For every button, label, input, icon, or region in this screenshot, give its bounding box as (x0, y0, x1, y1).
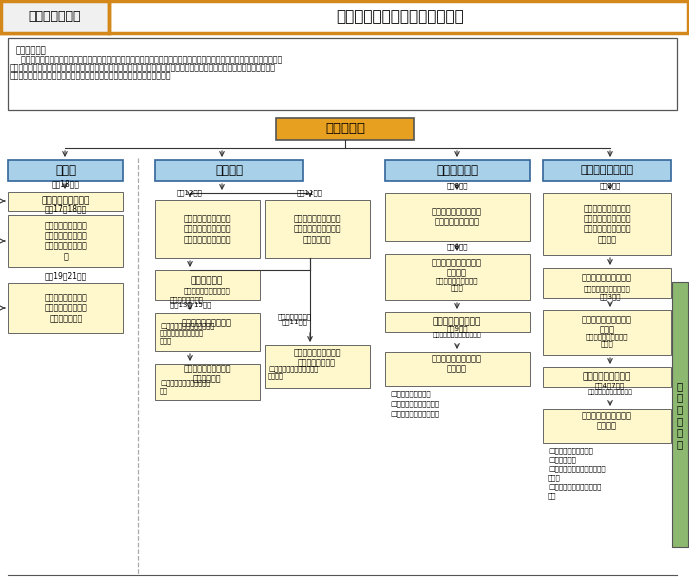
Text: 防災営農施設整備計画
等の作成: 防災営農施設整備計画 等の作成 (432, 258, 482, 278)
Text: （内閣総理大臣が指定）: （内閣総理大臣が指定） (584, 286, 630, 292)
Text: 体の安全並びに住民の生活及び農林漁業，中小企業等の経営の安定を図る。: 体の安全並びに住民の生活及び農林漁業，中小企業等の経営の安定を図る。 (10, 71, 172, 80)
Bar (1, 1, 688, 33)
Text: （第19〜21条）: （第19〜21条） (45, 271, 87, 280)
Text: 避難施設緊急整備地域
又はその周辺の地域: 避難施設緊急整備地域 又はその周辺の地域 (432, 207, 482, 227)
Bar (8, 38, 677, 110)
Text: （第8条）: （第8条） (446, 182, 468, 189)
Bar (155, 200, 260, 258)
Bar (155, 160, 303, 181)
Text: （法の目的）: （法の目的） (16, 46, 47, 55)
Text: その他: その他 (56, 164, 76, 177)
Text: 住民の日常生活に著し
い支障を生じ，又は生
じるおそれがある地域: 住民の日常生活に著し い支障を生じ，又は生 じるおそれがある地域 (183, 214, 231, 244)
Bar (385, 193, 530, 241)
Text: □広場の整備: □広場の整備 (548, 456, 576, 463)
Bar (385, 312, 530, 332)
Text: 火山現象の研究観測
体制の整備及び警戒
避難体制の整備: 火山現象の研究観測 体制の整備及び警戒 避難体制の整備 (45, 293, 88, 323)
Bar (8, 283, 123, 333)
Bar (155, 313, 260, 351)
Bar (385, 254, 530, 300)
Text: □教育施設，社会福祉施設設
における窓わく，空調等
の整備: □教育施設，社会福祉施設設 における窓わく，空調等 の整備 (160, 322, 214, 344)
Text: 農林水産大臣に協議: 農林水産大臣に協議 (433, 317, 481, 327)
Text: （第4〜7条）: （第4〜7条） (595, 382, 625, 389)
Text: 避難施設緊急整備地域: 避難施設緊急整備地域 (582, 274, 632, 282)
Bar (543, 409, 671, 443)
Text: （都道府県知事が作成
する）: （都道府県知事が作成 する） (435, 277, 478, 291)
Bar (385, 352, 530, 386)
Bar (155, 364, 260, 400)
Text: 避難施設緊急整備計画
の作成: 避難施設緊急整備計画 の作成 (582, 316, 632, 335)
Text: （降灰防除事業）: （降灰防除事業） (170, 296, 204, 303)
Text: （降灰除去事業）: （降灰除去事業） (278, 313, 312, 320)
Text: 地
域
計
画
事
業: 地 域 計 画 事 業 (677, 381, 683, 449)
Text: 農林漁業被害: 農林漁業被害 (436, 164, 478, 177)
Text: 降灰防除地域: 降灰防除地域 (191, 277, 223, 285)
Text: □浪避難その他の浪避難施設: □浪避難その他の浪避難施設 (548, 465, 606, 472)
Text: 生命身体への被害: 生命身体への被害 (581, 165, 633, 176)
Text: （第9条）: （第9条） (446, 325, 468, 332)
Text: 計画に基づく事業に対
する補助: 計画に基づく事業に対 する補助 (582, 411, 632, 431)
Text: 市町村が行う降灰除去
事業に対する補助: 市町村が行う降灰除去 事業に対する補助 (294, 349, 341, 368)
Text: 火山の爆発: 火山の爆発 (325, 122, 365, 136)
Text: （第11条）: （第11条） (282, 318, 308, 325)
Text: （第3条）: （第3条） (599, 293, 621, 300)
Text: □道路，下水道，宅地等の
降灰除去: □道路，下水道，宅地等の 降灰除去 (268, 365, 318, 379)
Bar (265, 200, 370, 258)
Text: 降灰被害: 降灰被害 (215, 164, 243, 177)
Bar (8, 160, 123, 181)
Text: （第13〜 15条）: （第13〜 15条） (170, 302, 212, 308)
Text: 医療施設，中小企業者
に対する融資: 医療施設，中小企業者 に対する融資 (183, 364, 231, 384)
Text: 防災営農施設等の整備及び降灰除去事業の実施を促進する等特別の措置を講じ，もって当該地域における住民等の生命及び身: 防災営農施設等の整備及び降灰除去事業の実施を促進する等特別の措置を講じ，もって当… (10, 63, 276, 72)
Bar (385, 160, 530, 181)
Text: □降灰防除のための資金の
融通: □降灰防除のための資金の 融通 (160, 380, 210, 394)
Bar (8, 215, 123, 267)
Text: （第8条）: （第8条） (446, 244, 468, 250)
Text: の整備: の整備 (548, 474, 561, 481)
Bar (672, 282, 688, 547)
Text: （避難施設緊急整備事業）: （避難施設緊急整備事業） (588, 389, 633, 395)
Bar (265, 345, 370, 388)
Text: □防災漁業経営施設整備: □防災漁業経営施設整備 (390, 410, 439, 416)
Text: 火山の爆発その他の火山現象により著しい被害を受け，又は受けるおそれがあると認められる地域等について，避難施設，: 火山の爆発その他の火山現象により著しい被害を受け，又は受けるおそれがあると認めら… (16, 55, 282, 64)
Text: （内閣総理大臣が指定）: （内閣総理大臣が指定） (184, 288, 230, 294)
Text: 図２－４－４１: 図２－４－４１ (29, 10, 81, 24)
Text: 計画に基づく事業に対
する補助: 計画に基づく事業に対 する補助 (432, 354, 482, 374)
Text: （第18条）: （第18条） (52, 179, 80, 188)
Text: （第17、18条）: （第17、18条） (45, 204, 87, 213)
Bar (8, 192, 123, 211)
Bar (543, 193, 671, 255)
Text: □防災営農施設整備: □防災営農施設整備 (390, 390, 431, 397)
Text: （第12条）: （第12条） (177, 190, 203, 196)
Bar (543, 268, 671, 298)
Text: 治山治水事業の推進: 治山治水事業の推進 (42, 197, 90, 205)
Text: □防災林業経営施設整備: □防災林業経営施設整備 (390, 400, 439, 407)
Text: □学校，公民館等の不整備: □学校，公民館等の不整備 (548, 483, 601, 490)
Text: 水質汚濁の防止措置
及び自然環境汚染の
健康に及ぼす影響調
査: 水質汚濁の防止措置 及び自然環境汚染の 健康に及ぼす影響調 査 (45, 221, 88, 261)
Text: □道路又は港湾の整備: □道路又は港湾の整備 (548, 447, 593, 454)
Text: （第2条）: （第2条） (599, 182, 621, 189)
Bar (543, 367, 671, 387)
Bar (1, 1, 109, 33)
Text: 整備事業に対する補助: 整備事業に対する補助 (182, 318, 232, 328)
Text: 政令で定める多量の降
灰のあった道路又は市
町村の区域内: 政令で定める多量の降 灰のあった道路又は市 町村の区域内 (294, 214, 341, 244)
Text: 活動火山対策特別措置法の体系: 活動火山対策特別措置法の体系 (336, 9, 464, 24)
Text: 内閣総理大臣の同意: 内閣総理大臣の同意 (583, 372, 631, 382)
Bar (543, 310, 671, 355)
Text: 火山の爆発により住民
の生命身体に被害が生
じ又は生じるおそれの
ある地域: 火山の爆発により住民 の生命身体に被害が生 じ又は生じるおそれの ある地域 (584, 204, 630, 244)
Text: （第11条）: （第11条） (297, 190, 323, 196)
Text: （都道府県知事が作成
する）: （都道府県知事が作成 する） (586, 333, 628, 347)
Bar (155, 270, 260, 300)
Text: （防災営農施設整備事業等）: （防災営農施設整備事業等） (433, 332, 482, 338)
Bar (543, 160, 671, 181)
Text: 強化: 強化 (548, 492, 557, 499)
Bar (276, 118, 414, 140)
